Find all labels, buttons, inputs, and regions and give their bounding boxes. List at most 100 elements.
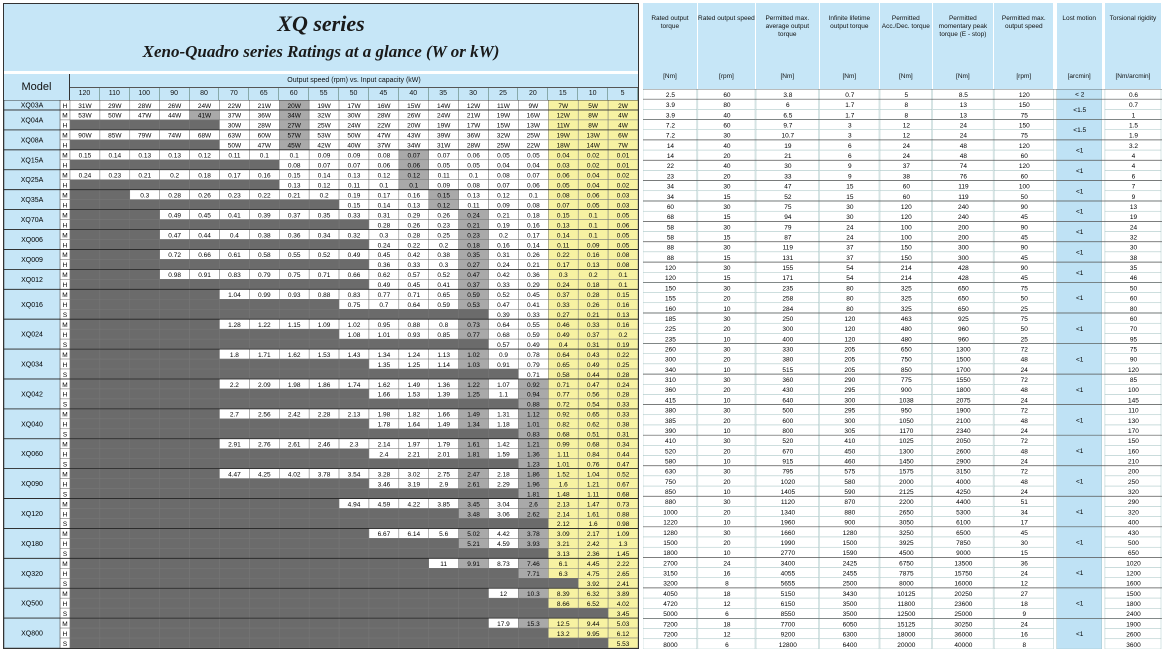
spec-value: 12: [1021, 581, 1029, 588]
rating-value: 0.24: [497, 262, 510, 269]
rating-value: 0.68: [497, 332, 510, 339]
spec-value: 15: [723, 255, 731, 262]
rating-value: 3.02: [407, 471, 420, 478]
spec-value: 9.7: [783, 122, 792, 129]
rating-cell: [518, 518, 549, 529]
rating-cell: [249, 627, 280, 639]
specs-grid: 2.5 60 3.8 0.7 5 8.5 120 0.6< 23.9 80 6 1.7 8 13 150 0…: [643, 89, 1162, 649]
rating-value: 0.78: [527, 352, 540, 359]
rating-cell: [338, 488, 370, 499]
rating-value: 0.79: [527, 362, 540, 369]
rating-value: 3.04: [497, 501, 510, 508]
speed-col-header: 15: [548, 88, 579, 100]
lost-motion-value: <1: [1076, 540, 1084, 547]
rating-value: 1.47: [587, 501, 600, 508]
rating-cell: [279, 528, 310, 539]
rating-cell: [398, 538, 429, 549]
rating-value: 0.12: [437, 202, 450, 209]
model-name: XQ040: [21, 421, 43, 428]
spec-value: 45: [1021, 255, 1029, 262]
rating-value: 0.52: [437, 272, 450, 279]
rating-value: 0.13: [617, 312, 630, 319]
rating-value: 2.13: [348, 412, 361, 419]
rating-cell: [129, 299, 160, 310]
spec-value: 12: [903, 133, 911, 140]
rating-value: 2.09: [258, 382, 271, 389]
rating-cell: [129, 179, 160, 190]
spec-value: 30: [723, 184, 731, 191]
spec-value: 428: [958, 275, 969, 282]
rating-cell: [308, 418, 340, 430]
model-name: XQ042: [21, 391, 43, 398]
spec-value: 75: [1021, 316, 1029, 323]
rating-cell: [488, 607, 519, 619]
spec-value: 20: [723, 173, 731, 180]
rating-cell: [279, 617, 310, 629]
speed-col-header: 100: [129, 88, 160, 100]
rating-cell: [398, 578, 429, 589]
rating-value: 28W: [138, 103, 152, 110]
rating-cell: [69, 358, 101, 370]
spec-value: 205: [844, 346, 855, 353]
rating-value: 0.66: [198, 252, 211, 259]
spec-value: 380: [782, 357, 793, 364]
rating-value: 0.12: [407, 173, 420, 180]
rating-cell: [159, 239, 190, 250]
spec-value: 24: [723, 560, 731, 567]
rating-cell: [189, 378, 220, 390]
rating-cell: [428, 488, 459, 499]
rating-cell: [279, 587, 310, 599]
rating-value: 0.13: [407, 202, 420, 209]
spec-value: 58: [667, 224, 675, 231]
rating-cell: [518, 607, 549, 619]
rating-value: 0.2: [320, 192, 329, 199]
rating-value: 2.01: [437, 451, 450, 458]
spec-value: 1800: [663, 550, 678, 557]
spec-value: 1.7: [845, 112, 854, 119]
rating-value: 0.94: [527, 392, 540, 399]
rating-cell: [398, 607, 429, 619]
rating-value: 1.21: [587, 481, 600, 488]
rating-value: 17W: [347, 103, 361, 110]
spec-value: 300: [844, 397, 855, 404]
spec-value: 130: [1128, 418, 1139, 425]
spec-value: 24: [1021, 621, 1029, 628]
rating-cell: [189, 508, 220, 519]
spec-value: 60: [667, 204, 675, 211]
spec-value: 6750: [899, 560, 914, 567]
spec-value: 4050: [663, 591, 678, 598]
rating-cell: [219, 338, 250, 350]
rating-value: 0.47: [617, 461, 630, 468]
rating-value: 0.04: [497, 163, 510, 170]
rating-value: 3.06: [497, 511, 510, 518]
row-type-label: H: [63, 123, 68, 130]
spec-value: 40000: [954, 642, 972, 649]
rating-value: 0.88: [318, 292, 331, 299]
spec-value: 30: [1021, 540, 1029, 547]
spec-value: 150: [1019, 102, 1030, 109]
rating-cell: [159, 308, 190, 320]
spec-value: 48: [1021, 448, 1029, 455]
rating-value: 1.42: [497, 442, 510, 449]
row-type-label: H: [63, 571, 68, 578]
spec-value: 90: [1021, 224, 1029, 231]
rating-cell: [129, 458, 160, 469]
spec-value: 870: [844, 499, 855, 506]
rating-cell: [159, 607, 190, 619]
rating-value: 0.44: [198, 232, 211, 239]
rating-cell: [219, 637, 250, 648]
rating-cell: [69, 587, 101, 599]
rating-cell: [398, 368, 429, 380]
rating-cell: [219, 548, 250, 559]
rating-cell: [69, 199, 101, 210]
rating-cell: [518, 548, 549, 559]
rating-value: 7W: [618, 143, 629, 150]
rating-cell: [428, 548, 459, 559]
rating-value: 6.1: [559, 561, 568, 568]
rating-cell: [99, 418, 131, 430]
rating-value: 0.21: [138, 173, 151, 180]
rating-value: 7.46: [527, 561, 540, 568]
rating-value: 22W: [228, 103, 242, 110]
rating-cell: [129, 558, 160, 569]
rating-value: 0.1: [589, 222, 598, 229]
